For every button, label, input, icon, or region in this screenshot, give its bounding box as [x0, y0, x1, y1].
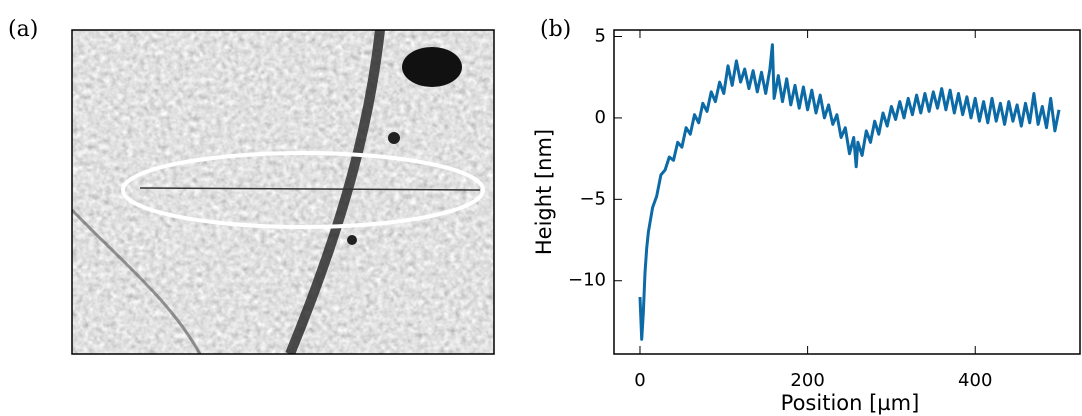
- panel-label: (a): [8, 17, 38, 42]
- y-tick-label: −5: [579, 188, 606, 209]
- image-frame: [71, 29, 495, 355]
- y-tick-label: 5: [595, 26, 606, 47]
- data-line: [638, 43, 1061, 341]
- micrograph: [72, 30, 494, 354]
- x-axis-label: Position [µm]: [781, 391, 920, 415]
- plot-frame: [613, 29, 1081, 355]
- panel-label: (b): [540, 17, 571, 42]
- y-tick-label: 0: [595, 107, 606, 128]
- x-tick-label: 400: [958, 370, 992, 391]
- y-axis-label: Height [nm]: [532, 129, 556, 255]
- x-tick-label: 200: [790, 370, 824, 391]
- y-tick-label: −10: [568, 270, 606, 291]
- x-tick-label: 0: [634, 370, 645, 391]
